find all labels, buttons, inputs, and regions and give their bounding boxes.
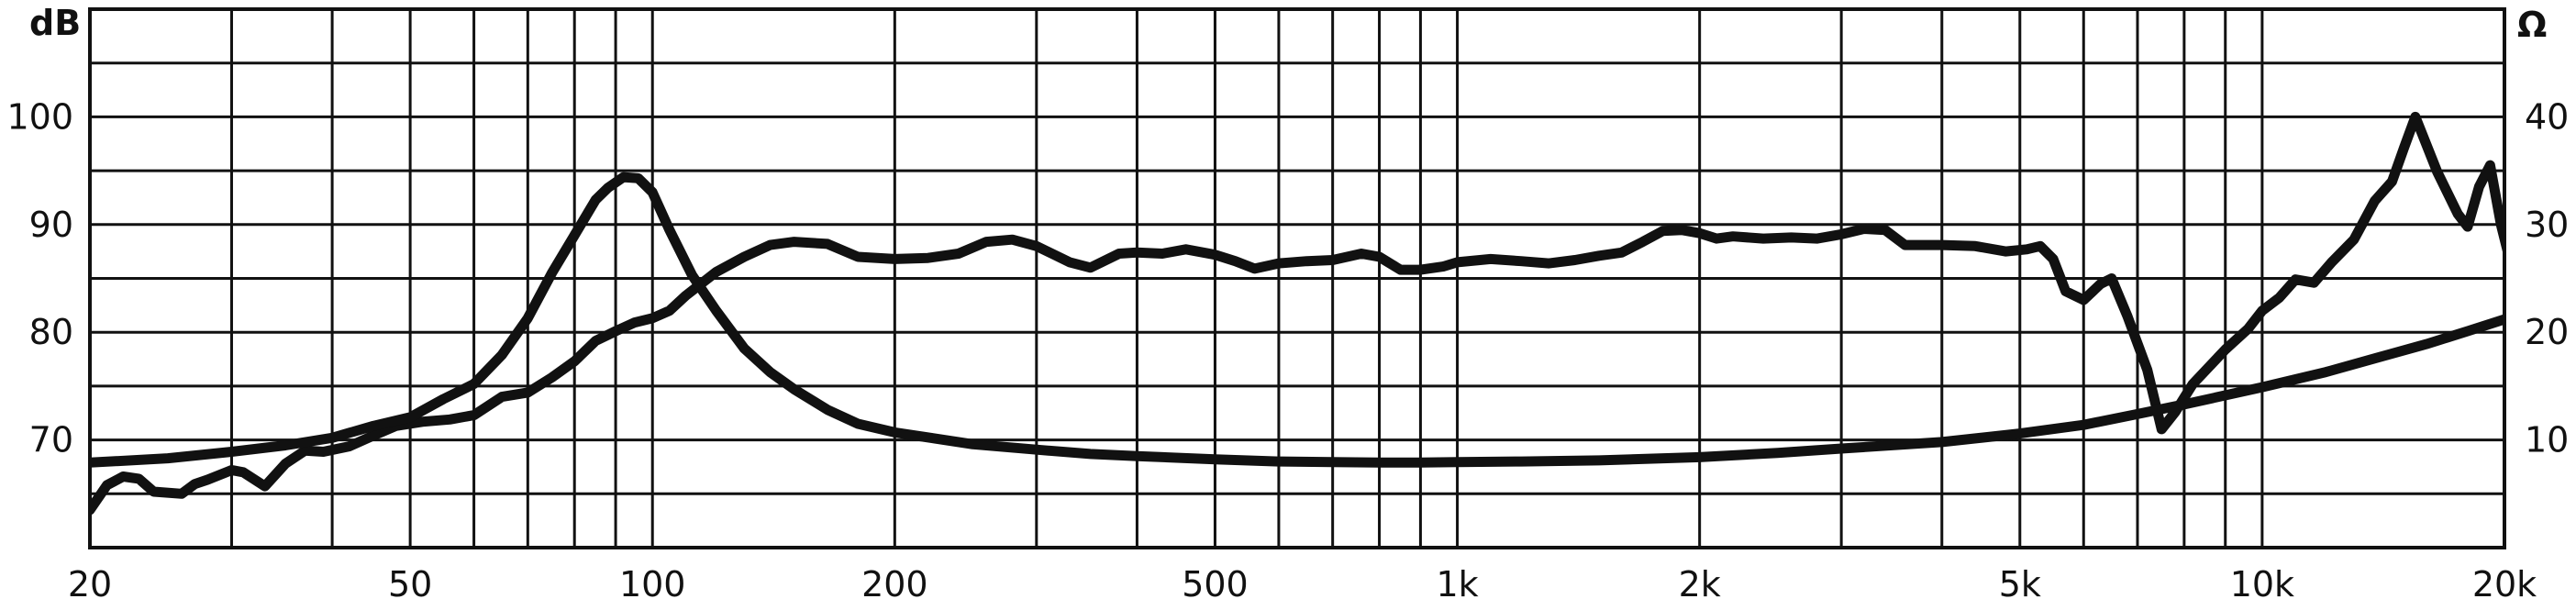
axis-labels: dB Ω 20 50 100 200 500 1k 2k 5k 10k 20k 70 80 90 100 1… [6, 3, 2569, 604]
y-left-tick-label: 100 [6, 96, 73, 137]
spl-response-curve [90, 111, 2504, 516]
x-tick-label: 200 [861, 564, 928, 604]
x-tick-label: 10k [2230, 564, 2294, 604]
y-left-tick-label: 90 [29, 205, 73, 245]
y-right-tick-label: 20 [2525, 312, 2569, 352]
grid [88, 7, 2506, 549]
plot-frame [88, 7, 2506, 549]
impedance-curve [90, 172, 2504, 468]
y-right-unit-label: Ω [2517, 5, 2547, 45]
y-right-tick-label: 10 [2525, 420, 2569, 460]
x-tick-label: 50 [388, 564, 432, 604]
x-tick-label: 500 [1182, 564, 1249, 604]
y-left-tick-label: 70 [29, 420, 73, 460]
y-right-tick-label: 30 [2525, 205, 2569, 245]
x-tick-label: 20k [2472, 564, 2537, 604]
x-tick-label: 1k [1436, 564, 1478, 604]
y-left-unit-label: dB [29, 3, 81, 43]
y-right-tick-label: 40 [2525, 96, 2569, 137]
y-left-tick-label: 80 [29, 312, 73, 352]
x-tick-label: 2k [1679, 564, 1721, 604]
x-tick-label: 5k [1999, 564, 2041, 604]
x-tick-label: 100 [619, 564, 686, 604]
x-tick-label: 20 [68, 564, 112, 604]
series-lines [90, 111, 2504, 516]
